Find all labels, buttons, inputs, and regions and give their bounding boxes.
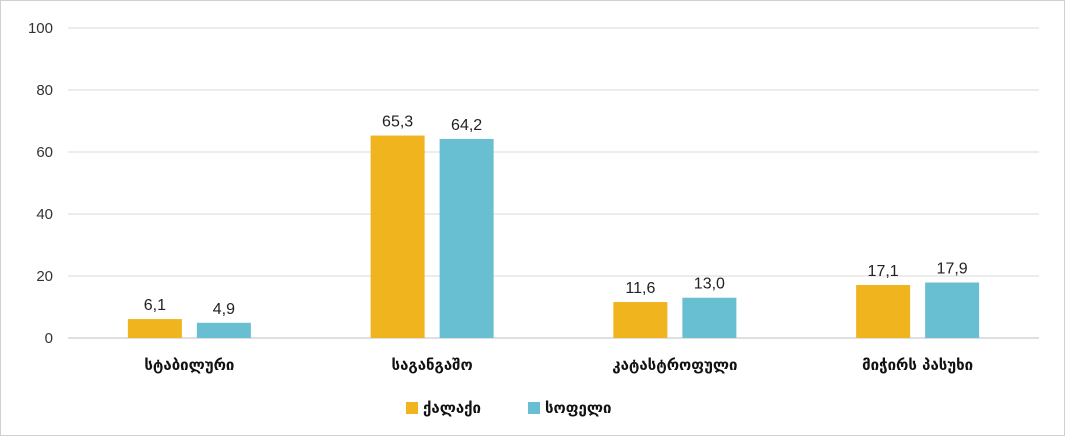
data-label: 17,1 bbox=[868, 263, 899, 280]
category-label: სტაბილური bbox=[144, 356, 234, 374]
data-label: 6,1 bbox=[144, 297, 166, 314]
bar bbox=[925, 282, 980, 338]
y-tick-label: 100 bbox=[28, 20, 53, 37]
y-tick-label: 60 bbox=[36, 144, 53, 161]
category-label: მიჭირს პასუხი bbox=[862, 356, 973, 374]
legend-swatch bbox=[406, 402, 418, 414]
data-label: 64,2 bbox=[451, 117, 482, 134]
data-label: 65,3 bbox=[382, 114, 413, 131]
bars bbox=[127, 135, 980, 338]
bar bbox=[196, 322, 251, 338]
category-label: კატასტროფული bbox=[612, 356, 737, 374]
legend-swatch bbox=[528, 402, 540, 414]
bar bbox=[370, 135, 425, 338]
y-tick-label: 40 bbox=[36, 206, 53, 223]
bar bbox=[127, 319, 182, 338]
legend-label: ქალაქი bbox=[423, 399, 481, 417]
bar bbox=[682, 297, 737, 338]
bar bbox=[439, 138, 494, 338]
x-axis-categories: სტაბილური საგანგაშო კატასტროფული მიჭირს პას… bbox=[144, 356, 973, 374]
y-tick-label: 0 bbox=[45, 330, 53, 347]
y-axis-ticks: 0 20 40 60 80 100 bbox=[28, 20, 53, 347]
bar bbox=[613, 302, 668, 338]
data-label: 17,9 bbox=[937, 261, 968, 278]
data-label: 13,0 bbox=[694, 276, 725, 293]
category-label: საგანგაშო bbox=[392, 356, 473, 374]
y-tick-label: 20 bbox=[36, 268, 53, 285]
legend-label: სოფელი bbox=[545, 399, 611, 417]
data-label: 11,6 bbox=[625, 280, 655, 297]
bar bbox=[856, 284, 911, 338]
data-label: 4,9 bbox=[213, 301, 235, 318]
data-labels: 6,1 4,9 65,3 64,2 11,6 13,0 17,1 17,9 bbox=[144, 114, 968, 318]
y-tick-label: 80 bbox=[36, 82, 53, 99]
legend: ქალაქი სოფელი bbox=[406, 399, 611, 417]
